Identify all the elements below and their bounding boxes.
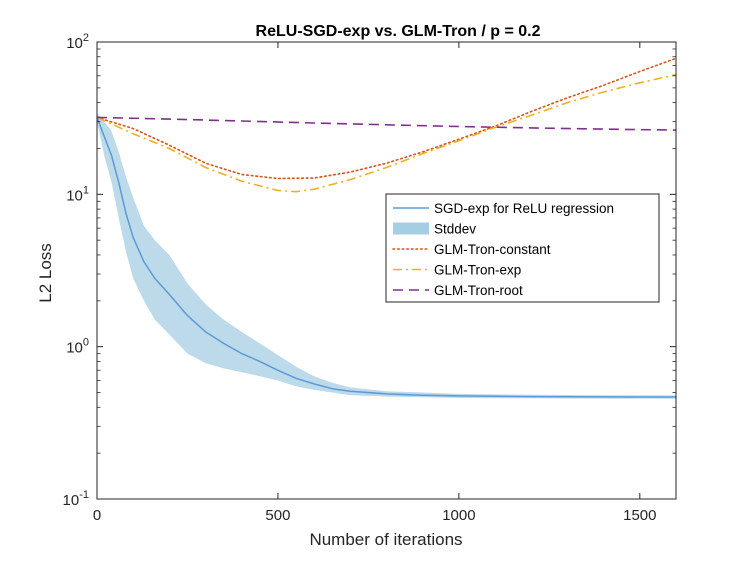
x-axis-label: Number of iterations [309, 530, 462, 549]
y-tick-label: 102 [66, 32, 89, 52]
y-tick-label: 101 [66, 184, 89, 204]
x-axis-ticks: 0 500 1000 1500 [93, 42, 657, 524]
y-tick-label: 100 [66, 337, 89, 357]
series-line-glm-tron-root [97, 116, 676, 131]
legend: SGD-exp for ReLU regression Stddev GLM-Tro… [385, 193, 660, 303]
x-tick-label: 500 [265, 507, 290, 524]
y-axis-ticks: 10-1 100 101 102 [63, 32, 676, 509]
series-line-glm-tron-constant [97, 57, 676, 180]
x-tick-label: 1500 [623, 507, 656, 524]
legend-label-glm-tron-constant: GLM-Tron-constant [434, 242, 551, 257]
series-layer [97, 57, 676, 398]
x-tick-label: 0 [93, 507, 101, 524]
y-axis-label: L2 Loss [36, 243, 55, 303]
legend-label-sgd-exp-for-relu-regression: SGD-exp for ReLU regression [434, 201, 614, 216]
series-line-glm-tron-exp [97, 73, 676, 193]
chart-title: ReLU-SGD-exp vs. GLM-Tron / p = 0.2 [256, 23, 541, 40]
x-tick-label: 1000 [442, 507, 475, 524]
legend-label-glm-tron-exp: GLM-Tron-exp [434, 263, 521, 278]
y-tick-label: 10-1 [63, 489, 89, 509]
axes-box [96, 41, 677, 500]
legend-swatch-stddev [393, 222, 429, 235]
legend-label-stddev: Stddev [434, 222, 476, 237]
series-line-sgd-exp-for-relu-regression [97, 117, 676, 398]
legend-box [385, 193, 660, 303]
legend-label-glm-tron-root: GLM-Tron-root [434, 283, 523, 298]
